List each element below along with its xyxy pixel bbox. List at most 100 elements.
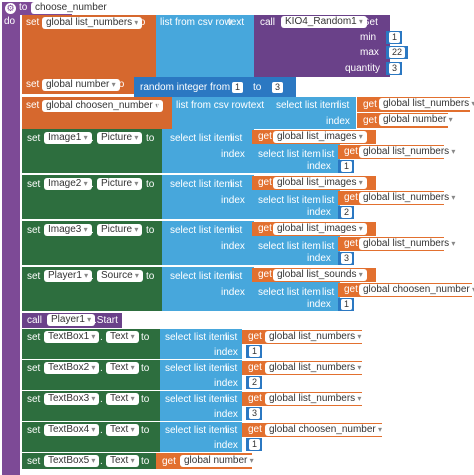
select-list-item-label: select list item (165, 394, 228, 405)
index-number-field[interactable]: 1 (341, 161, 353, 172)
variable-dropdown[interactable]: global list_numbers (42, 17, 143, 29)
set-label: set (27, 179, 41, 190)
dot-label: . (100, 332, 103, 343)
random-from-field[interactable]: 1 (232, 82, 244, 93)
property-dropdown[interactable]: Text (106, 455, 139, 467)
variable-dropdown[interactable]: global list_images (273, 223, 367, 235)
random-integer-label: random integer from (140, 82, 231, 93)
list-label: list (225, 332, 238, 343)
index-label: index (221, 287, 245, 298)
component-dropdown[interactable]: Image1 (44, 132, 92, 144)
set-label: set (27, 332, 41, 343)
property-dropdown[interactable]: Picture (97, 224, 143, 236)
index-number-field[interactable]: 1 (249, 439, 261, 450)
property-dropdown[interactable]: Text (106, 331, 139, 343)
get-label: get (363, 115, 377, 126)
property-dropdown[interactable]: Text (106, 362, 139, 374)
select-list-item-block[interactable] (254, 282, 340, 311)
random-to-label: to (253, 82, 262, 93)
set-label: set (27, 363, 41, 374)
select-list-item-block[interactable] (160, 422, 242, 452)
component-dropdown[interactable]: TextBox2 (44, 362, 100, 374)
index-number-field[interactable]: 2 (341, 207, 353, 218)
index-label: index (307, 161, 331, 172)
get-label: get (248, 362, 262, 373)
select-list-item-label: select list item (258, 287, 321, 298)
select-list-item-block[interactable] (160, 360, 242, 390)
variable-dropdown[interactable]: global choosen_number (359, 284, 474, 296)
index-label: index (221, 195, 245, 206)
min-label: min (360, 32, 377, 43)
component-dropdown[interactable]: TextBox4 (44, 424, 100, 436)
index-label: index (214, 347, 238, 358)
to-label: to (154, 100, 163, 111)
index-number-field[interactable]: 2 (249, 377, 261, 388)
select-list-item-block[interactable] (160, 391, 242, 421)
random-to-field[interactable]: 3 (272, 82, 284, 93)
variable-dropdown[interactable]: global number (42, 79, 120, 91)
index-number-field[interactable]: 3 (249, 408, 261, 419)
component-dropdown[interactable]: Image2 (44, 178, 92, 190)
component-dropdown[interactable]: Player1 (44, 270, 93, 282)
component-dropdown[interactable]: Image3 (44, 224, 92, 236)
index-label: index (214, 378, 238, 389)
get-label: get (258, 177, 272, 188)
quantity-value-field[interactable]: 3 (389, 63, 401, 74)
select-list-item-block[interactable] (162, 221, 254, 265)
property-dropdown[interactable]: Picture (97, 178, 143, 190)
list-label: list (225, 394, 238, 405)
property-dropdown[interactable]: Source (97, 270, 143, 282)
procedure-name-field[interactable]: choose_number (31, 2, 111, 14)
index-label: index (326, 116, 350, 127)
variable-dropdown[interactable]: global list_numbers (265, 362, 366, 374)
index-number-field[interactable]: 1 (249, 346, 261, 357)
list-label: list (322, 149, 335, 160)
select-list-item-block[interactable] (162, 175, 254, 219)
list-from-csv-block[interactable] (172, 97, 268, 129)
component-dropdown[interactable]: Player1 (47, 314, 96, 326)
variable-dropdown[interactable]: global list_sounds (273, 269, 367, 281)
property-dropdown[interactable]: Text (106, 393, 139, 405)
variable-dropdown[interactable]: global list_numbers (379, 98, 474, 110)
procedure-block[interactable] (2, 2, 20, 475)
kio4-component-dropdown[interactable]: KIO4_Random1 (281, 16, 367, 28)
index-number-field[interactable]: 1 (341, 299, 353, 310)
to-label: to (146, 271, 155, 282)
get-label: get (162, 456, 176, 467)
property-dropdown[interactable]: Picture (97, 132, 143, 144)
min-value-field[interactable]: 1 (389, 32, 401, 43)
variable-dropdown[interactable]: global list_numbers (265, 331, 366, 343)
component-dropdown[interactable]: TextBox5 (44, 455, 100, 467)
variable-dropdown[interactable]: global list_numbers (265, 393, 366, 405)
select-list-item-block[interactable] (254, 190, 340, 219)
variable-dropdown[interactable]: global choosen_number (42, 100, 163, 112)
variable-dropdown[interactable]: global list_numbers (359, 238, 460, 250)
select-list-item-block[interactable] (268, 97, 356, 129)
variable-dropdown[interactable]: global number (180, 455, 258, 467)
set-label: set (26, 17, 40, 28)
select-list-item-block[interactable] (254, 236, 340, 265)
max-label: max (360, 47, 379, 58)
index-label: index (221, 241, 245, 252)
select-list-item-block[interactable] (254, 144, 340, 173)
list-label: list (230, 225, 243, 236)
list-from-csv-block[interactable] (156, 15, 254, 77)
select-list-item-block[interactable] (160, 329, 242, 359)
component-dropdown[interactable]: TextBox1 (44, 331, 100, 343)
select-list-item-block[interactable] (162, 267, 254, 311)
select-list-item-block[interactable] (162, 129, 254, 173)
index-number-field[interactable]: 3 (341, 253, 353, 264)
variable-dropdown[interactable]: global number (379, 114, 457, 126)
variable-dropdown[interactable]: global list_images (273, 131, 367, 143)
max-value-field[interactable]: 22 (389, 47, 406, 58)
property-dropdown[interactable]: Text (106, 424, 139, 436)
mutator-gear-icon[interactable]: ⚙ (5, 3, 16, 14)
variable-dropdown[interactable]: global choosen_number (265, 424, 386, 436)
to-label: to (141, 394, 150, 405)
variable-dropdown[interactable]: global list_numbers (359, 146, 460, 158)
variable-dropdown[interactable]: global list_images (273, 177, 367, 189)
variable-dropdown[interactable]: global list_numbers (359, 192, 460, 204)
component-dropdown[interactable]: TextBox3 (44, 393, 100, 405)
set-label: set (27, 225, 41, 236)
random-integer-block[interactable] (134, 77, 296, 97)
